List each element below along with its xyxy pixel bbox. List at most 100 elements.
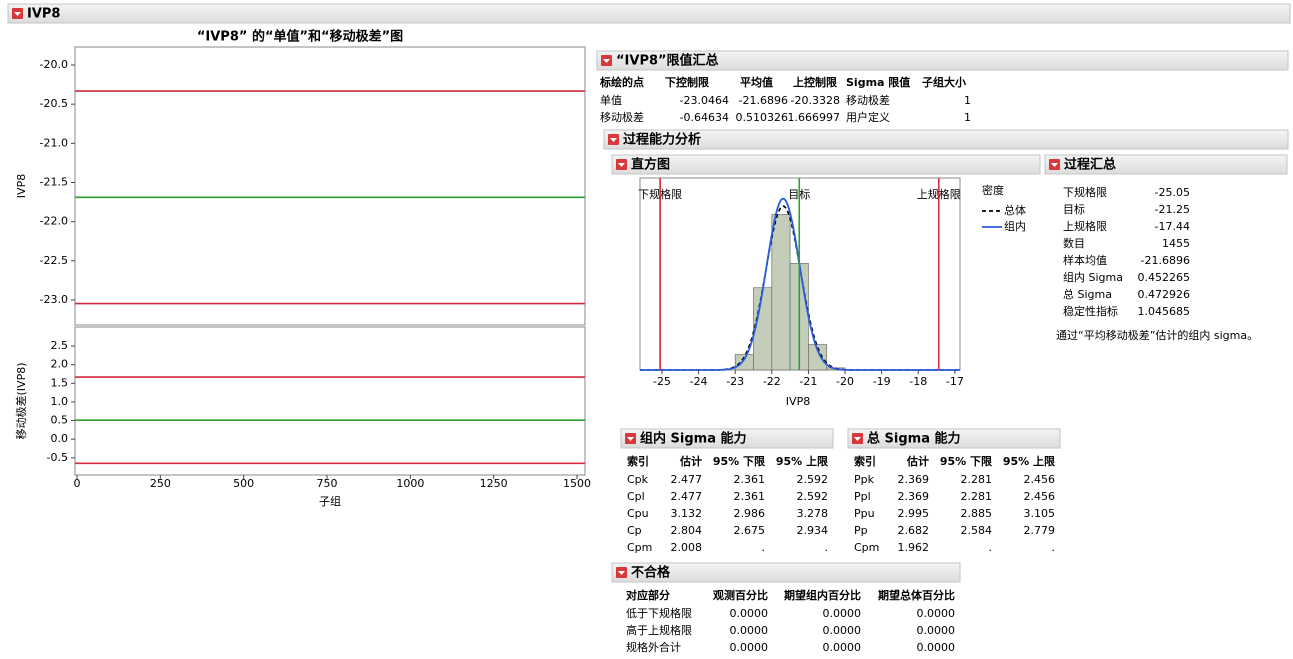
table-cell: -0.64634	[680, 111, 729, 124]
x-tick-label: -20	[836, 375, 854, 388]
table-cell: .	[825, 541, 829, 554]
section-title-bar	[612, 155, 1040, 174]
x-tick-label: 750	[317, 477, 338, 490]
column-header: 下控制限	[665, 75, 709, 89]
table-cell: 0.0000	[917, 624, 956, 637]
table-cell: Ppl	[854, 490, 871, 503]
y-tick-label: 2.0	[51, 358, 69, 371]
column-header: 估计	[906, 454, 929, 468]
table-cell: 1.962	[898, 541, 930, 554]
x-tick-label: -25	[653, 375, 671, 388]
spec-label: 下规格限	[638, 187, 682, 201]
x-tick-label: -24	[690, 375, 708, 388]
summary-value: 0.472926	[1138, 288, 1191, 301]
column-header: Sigma 限值	[846, 75, 910, 89]
y-tick-label: -22.5	[40, 254, 68, 267]
table-cell: 高于上规格限	[626, 623, 692, 637]
table-cell: 单值	[600, 94, 622, 107]
column-header: 上控制限	[793, 75, 837, 89]
y-tick-label: 0.0	[51, 432, 69, 445]
x-axis-label: IVP8	[786, 395, 810, 408]
y-tick-label: -23.0	[40, 293, 68, 306]
y-tick-label: 0.5	[51, 414, 69, 427]
report-title-bar	[8, 4, 1290, 23]
summary-label: 稳定性指标	[1063, 304, 1118, 318]
x-tick-label: 1500	[563, 477, 591, 490]
table-cell: 2.885	[961, 507, 993, 520]
table-cell: 3.278	[797, 507, 829, 520]
x-tick-label: 500	[233, 477, 254, 490]
table-cell: .	[989, 541, 993, 554]
table-cell: 0.0000	[730, 641, 769, 654]
y-axis-label: IVP8	[15, 174, 28, 198]
legend-title: 密度	[982, 183, 1004, 197]
table-cell: .	[1052, 541, 1056, 554]
x-tick-label: 0	[74, 477, 81, 490]
y-tick-label: -20.0	[40, 58, 68, 71]
x-tick-label: 250	[150, 477, 171, 490]
table-cell: 0.0000	[823, 641, 862, 654]
column-header: 索引	[854, 454, 876, 468]
x-tick-label: -19	[873, 375, 891, 388]
summary-value: 0.452265	[1138, 271, 1191, 284]
table-cell: 2.369	[898, 473, 930, 486]
summary-label: 上规格限	[1063, 219, 1107, 233]
legend-label: 组内	[1004, 219, 1026, 233]
section-title: “IVP8”限值汇总	[616, 53, 719, 69]
table-cell: 移动极差	[846, 93, 890, 107]
table-cell: 用户定义	[846, 110, 890, 124]
column-header: 期望组内百分比	[784, 588, 861, 602]
table-cell: 0.0000	[917, 607, 956, 620]
table-cell: 低于下规格限	[626, 606, 692, 620]
summary-value: 1.045685	[1138, 305, 1191, 318]
table-cell: 3.132	[671, 507, 703, 520]
histogram-bar	[735, 355, 753, 370]
table-cell: 2.361	[734, 490, 766, 503]
table-cell: 0.510326	[736, 111, 789, 124]
section-title: 组内 Sigma 能力	[640, 431, 747, 447]
table-cell: 0.0000	[917, 641, 956, 654]
table-cell: 0.0000	[823, 624, 862, 637]
summary-value: -21.25	[1155, 203, 1190, 216]
table-cell: 2.934	[797, 524, 829, 537]
table-cell: 2.477	[671, 490, 703, 503]
column-header: 估计	[679, 454, 702, 468]
table-cell: Pp	[854, 524, 868, 537]
column-header: 索引	[627, 454, 649, 468]
x-tick-label: -17	[946, 375, 964, 388]
table-cell: Cpm	[627, 541, 652, 554]
x-axis-label: 子组	[319, 494, 341, 508]
histogram-bar	[754, 288, 772, 370]
table-cell: -21.6896	[739, 94, 788, 107]
table-cell: 2.995	[898, 507, 930, 520]
y-tick-label: -21.0	[40, 136, 68, 149]
column-header: 观测百分比	[713, 588, 768, 602]
x-tick-label: -23	[726, 375, 744, 388]
summary-label: 样本均值	[1063, 253, 1107, 267]
y-tick-label: 2.5	[51, 339, 69, 352]
section-title-bar	[604, 130, 1288, 149]
x-tick-label: -21	[799, 375, 817, 388]
legend-label: 总体	[1004, 203, 1026, 217]
table-cell: 2.592	[797, 473, 829, 486]
x-tick-label: -22	[763, 375, 781, 388]
table-cell: 0.0000	[730, 624, 769, 637]
column-header: 平均值	[740, 75, 773, 89]
summary-value: 1455	[1162, 237, 1190, 250]
histogram-bar	[772, 215, 790, 370]
table-cell: -20.3328	[791, 94, 840, 107]
table-cell: Cpk	[627, 473, 649, 486]
section-title: 过程能力分析	[623, 132, 701, 148]
column-header: 95% 下限	[940, 454, 992, 468]
report-title: IVP8	[27, 7, 60, 22]
y-tick-label: 1.0	[51, 395, 69, 408]
table-cell: 规格外合计	[626, 640, 681, 654]
table-cell: Cpm	[854, 541, 879, 554]
table-cell: 2.456	[1024, 473, 1056, 486]
table-cell: 0.0000	[823, 607, 862, 620]
column-header: 95% 下限	[713, 454, 765, 468]
column-header: 对应部分	[626, 588, 670, 602]
table-cell: 1	[964, 94, 971, 107]
